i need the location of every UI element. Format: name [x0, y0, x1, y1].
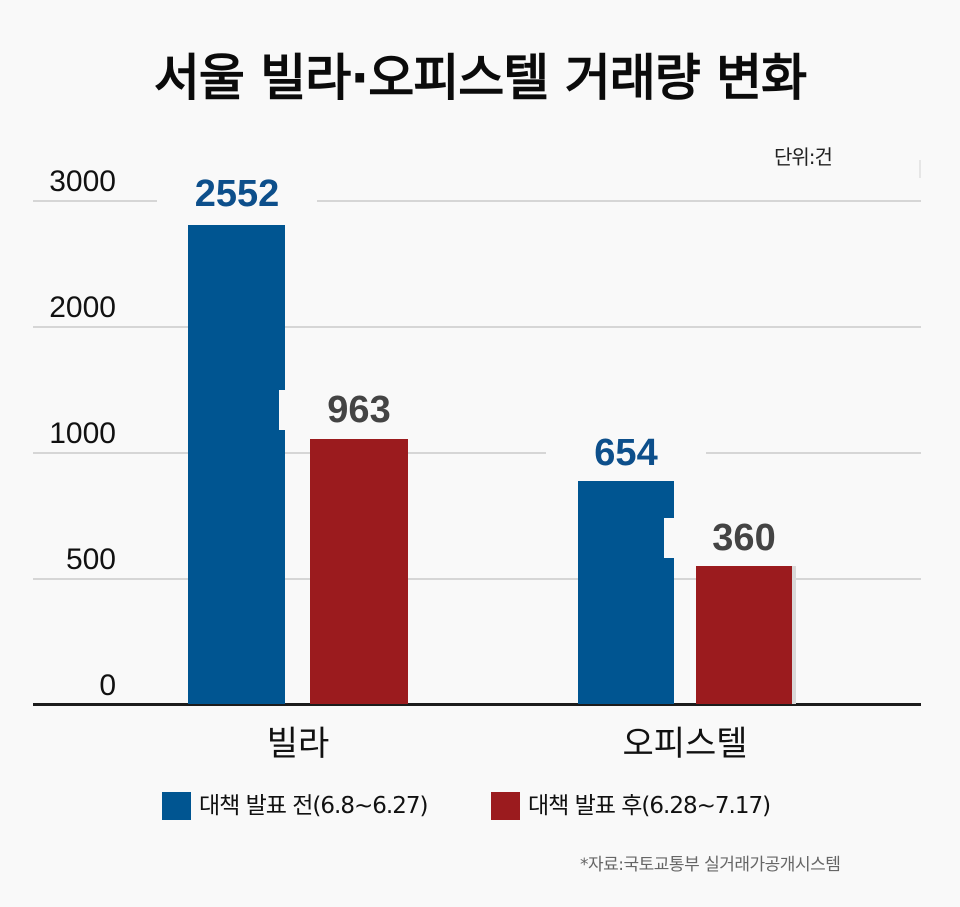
source-note: *자료:국토교통부 실거래가공개시스템	[580, 855, 841, 875]
legend-swatch-red	[491, 792, 520, 820]
unit-label: 단위:건	[774, 145, 833, 169]
category-label-villa: 빌라	[266, 724, 330, 764]
decorative-tick	[919, 160, 921, 178]
category-label-officetel: 오피스텔	[622, 724, 748, 764]
gridline-2000	[33, 326, 921, 328]
x-axis-baseline	[33, 703, 921, 706]
legend-label-after: 대책 발표 후(6.28~7.17)	[528, 793, 771, 819]
bar-villa-after	[310, 439, 408, 704]
gridline-3000	[33, 200, 921, 202]
gridline-1000	[33, 452, 921, 454]
bar-label-officetel-before: 654	[546, 433, 706, 473]
y-tick-500: 500	[65, 543, 116, 576]
y-tick-1000: 1000	[49, 417, 116, 450]
y-tick-3000: 3000	[49, 165, 116, 198]
gridline-500	[33, 578, 921, 580]
legend-label-before: 대책 발표 전(6.8~6.27)	[199, 793, 428, 819]
bar-officetel-after	[696, 566, 792, 704]
bar-label-villa-after: 963	[279, 390, 439, 430]
bar-label-officetel-after: 360	[664, 518, 824, 558]
bar-officetel-before	[578, 481, 674, 704]
y-tick-0: 0	[99, 669, 116, 702]
legend-item-after: 대책 발표 후(6.28~7.17)	[491, 788, 771, 824]
legend-item-before: 대책 발표 전(6.8~6.27)	[162, 788, 428, 824]
bar-label-villa-before: 2552	[157, 174, 317, 214]
bar-villa-before	[188, 225, 285, 704]
legend-swatch-blue	[162, 792, 191, 820]
y-tick-2000: 2000	[49, 291, 116, 324]
chart-title: 서울 빌라·오피스텔 거래량 변화	[153, 49, 807, 107]
